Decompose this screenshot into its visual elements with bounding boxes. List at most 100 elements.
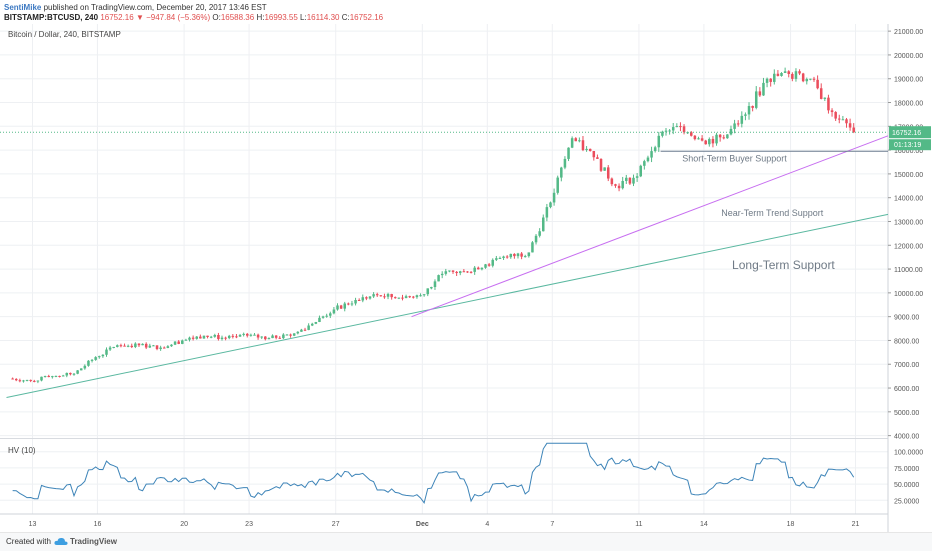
author-link[interactable]: SentiMike bbox=[4, 3, 42, 12]
candle-body bbox=[144, 343, 148, 348]
candle-body bbox=[635, 176, 639, 178]
candle-body bbox=[289, 334, 292, 336]
candle-body bbox=[487, 264, 491, 266]
candle-body bbox=[578, 140, 581, 142]
low-label: L: bbox=[300, 13, 307, 22]
candle-body bbox=[798, 71, 801, 74]
candle-body bbox=[560, 167, 563, 178]
candle-body bbox=[776, 73, 780, 76]
trendline[interactable] bbox=[6, 213, 889, 399]
price-tick-label: 7000.00 bbox=[894, 362, 919, 369]
candle-body bbox=[397, 297, 401, 299]
candle-body bbox=[94, 357, 97, 360]
candle-body bbox=[419, 295, 422, 297]
candle-body bbox=[675, 126, 679, 128]
candle-body bbox=[823, 97, 827, 99]
candle-body bbox=[422, 294, 426, 296]
price-tick-label: 14000.00 bbox=[894, 196, 923, 203]
created-with: Created with bbox=[6, 537, 51, 546]
trendline[interactable] bbox=[411, 135, 889, 318]
candle-body bbox=[495, 258, 498, 260]
candle-body bbox=[664, 130, 668, 132]
candle-body bbox=[780, 72, 783, 76]
candle-body bbox=[69, 372, 72, 375]
candle-body bbox=[61, 375, 65, 377]
candle-body bbox=[433, 281, 437, 288]
chart-svg[interactable]: Long-Term Support Near-Term Trend Support… bbox=[0, 24, 932, 532]
candle-body bbox=[603, 167, 606, 171]
candle-body bbox=[137, 343, 141, 346]
candle-body bbox=[498, 257, 502, 259]
time-tick-label: 20 bbox=[180, 521, 188, 528]
candle-body bbox=[36, 380, 40, 382]
tradingview-brand[interactable]: TradingView bbox=[70, 537, 117, 546]
candle-body bbox=[260, 336, 263, 338]
time-tick-label: Dec bbox=[416, 521, 429, 528]
candle-body bbox=[278, 337, 282, 339]
candle-body bbox=[733, 123, 736, 129]
candle-body bbox=[754, 91, 758, 108]
candle-body bbox=[523, 256, 527, 258]
candle-body bbox=[47, 376, 50, 378]
candle-body bbox=[267, 338, 271, 340]
candle-body bbox=[606, 167, 610, 179]
candle-body bbox=[361, 297, 365, 301]
candle-body bbox=[217, 335, 220, 340]
candle-body bbox=[72, 373, 76, 375]
candle-body bbox=[87, 360, 90, 366]
candle-body bbox=[401, 297, 404, 299]
candle-body bbox=[350, 303, 354, 305]
candle-body bbox=[188, 337, 191, 340]
candle-body bbox=[357, 300, 361, 301]
candle-body bbox=[700, 138, 704, 141]
candle-body bbox=[235, 336, 238, 338]
candle-body bbox=[628, 177, 632, 184]
candle-body bbox=[368, 296, 372, 299]
candle-body bbox=[412, 296, 415, 298]
candle-body bbox=[509, 253, 513, 258]
candle-body bbox=[303, 329, 307, 331]
candle-body bbox=[195, 336, 198, 339]
candle-body bbox=[177, 341, 180, 344]
candle-body bbox=[126, 345, 130, 347]
candle-body bbox=[170, 344, 173, 347]
high-value: 16993.55 bbox=[264, 13, 298, 22]
candle-body bbox=[484, 264, 487, 268]
candle-body bbox=[520, 253, 523, 257]
price-tick-label: 13000.00 bbox=[894, 219, 923, 226]
hv-tick-label: 50.0000 bbox=[894, 482, 919, 489]
candle-body bbox=[596, 157, 599, 159]
candle-body bbox=[206, 335, 209, 337]
candle-body bbox=[458, 271, 462, 274]
candle-body bbox=[708, 138, 711, 145]
price-tick-label: 4000.00 bbox=[894, 434, 919, 441]
time-tick-label: 11 bbox=[635, 521, 642, 528]
price-tick-label: 19000.00 bbox=[894, 77, 923, 84]
candle-body bbox=[549, 202, 552, 208]
price-tick-label: 12000.00 bbox=[894, 243, 923, 250]
candle-body bbox=[632, 177, 635, 184]
candle-body bbox=[141, 343, 144, 346]
candle-body bbox=[246, 333, 249, 336]
candle-body bbox=[404, 296, 408, 299]
candle-body bbox=[704, 140, 707, 145]
candle-body bbox=[592, 151, 596, 158]
candle-body bbox=[253, 334, 256, 336]
candle-body bbox=[668, 130, 671, 132]
candle-body bbox=[614, 184, 617, 186]
candle-body bbox=[469, 271, 473, 273]
candle-body bbox=[751, 106, 754, 108]
candle-body bbox=[264, 336, 267, 340]
price-tick-label: 11000.00 bbox=[894, 267, 923, 274]
candle-body bbox=[271, 335, 274, 339]
candle-body bbox=[202, 335, 206, 339]
candle-body bbox=[105, 349, 108, 355]
candles bbox=[11, 67, 855, 384]
candle-body bbox=[213, 335, 217, 337]
candle-body bbox=[740, 115, 744, 124]
candle-body bbox=[801, 73, 805, 82]
last-price-label: 16752.16 bbox=[892, 130, 921, 137]
candle-body bbox=[220, 337, 224, 340]
candle-body bbox=[552, 192, 556, 203]
candle-body bbox=[563, 158, 567, 168]
